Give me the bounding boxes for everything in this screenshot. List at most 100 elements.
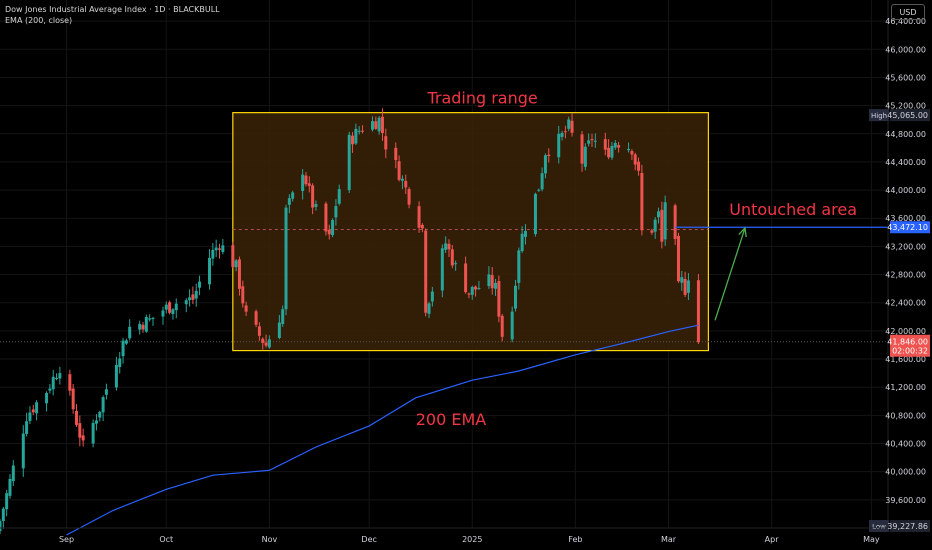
candle-body: [424, 230, 428, 313]
arrow-head: [738, 226, 747, 238]
candle-body: [214, 247, 218, 251]
candle-body: [124, 340, 128, 344]
candle-body: [171, 309, 175, 315]
y-tick-label: 40,400.00: [885, 440, 926, 449]
candle-body: [234, 260, 238, 268]
y-tick-label: 42,000.00: [885, 327, 926, 336]
candle-body: [28, 412, 32, 421]
candle-body: [254, 311, 258, 325]
candle-body: [307, 183, 311, 186]
last-price-value: 41,846.00: [887, 338, 928, 347]
candle-body: [660, 209, 664, 242]
candle-body: [8, 478, 12, 496]
candle-body: [397, 161, 401, 180]
candle-body: [68, 374, 72, 391]
candle-body: [94, 420, 98, 424]
candle-body: [281, 309, 285, 324]
candle-body: [540, 173, 544, 190]
candle-body: [567, 119, 571, 129]
y-tick-label: 42,800.00: [885, 271, 926, 280]
candle-body: [417, 206, 421, 228]
candle-body: [400, 178, 404, 181]
candle-body: [617, 145, 621, 148]
untouched-area-label: Untouched area: [729, 200, 857, 219]
candle-body: [264, 342, 268, 346]
candle-body: [347, 134, 351, 191]
candle-body: [45, 393, 49, 404]
candle-body: [261, 338, 265, 343]
candle-body: [427, 303, 431, 314]
candle-body: [51, 376, 55, 390]
candle-body: [686, 280, 690, 293]
candle-body: [311, 185, 315, 208]
candle-body: [291, 192, 295, 199]
candle-body: [487, 274, 491, 287]
candle-body: [537, 189, 541, 191]
high-price-value-bg: [890, 109, 930, 122]
y-tick-label: 44,800.00: [885, 130, 926, 139]
y-tick-label: 39,600.00: [885, 496, 926, 505]
x-tick-label: Nov: [262, 535, 278, 544]
candle-body: [114, 364, 118, 388]
candle-body: [221, 245, 225, 253]
candle-body: [151, 318, 155, 320]
high-price-tag-bg: [869, 109, 889, 122]
candle-body: [331, 220, 335, 236]
low-price-value-bg: [890, 520, 930, 533]
currency-button[interactable]: USD: [891, 4, 925, 20]
candle-body: [337, 189, 341, 204]
candle-body: [241, 286, 245, 304]
candle-body: [637, 161, 641, 171]
candle-body: [31, 409, 35, 413]
candle-body: [450, 249, 454, 266]
x-tick-label: May: [863, 535, 880, 544]
candle-body: [231, 245, 235, 268]
x-tick-label: Sep: [59, 535, 74, 544]
candle-body: [467, 293, 471, 295]
candle-body: [144, 316, 148, 332]
y-tick-label: 40,000.00: [885, 468, 926, 477]
indicator-label: EMA (200, close): [5, 16, 73, 25]
candle-body: [357, 130, 361, 132]
candle-body: [277, 322, 281, 338]
candle-body: [474, 286, 478, 290]
candle-body: [603, 139, 607, 150]
candle-body: [633, 154, 637, 165]
candle-body: [301, 174, 305, 192]
candle-body: [377, 117, 381, 132]
candle-body: [490, 275, 494, 289]
candle-body: [587, 140, 591, 144]
candle-body: [580, 134, 584, 164]
candle-body: [440, 248, 444, 291]
candle-body: [314, 204, 318, 207]
candle-body: [188, 297, 192, 301]
candle-body: [447, 243, 451, 250]
candle-body: [430, 291, 434, 302]
x-tick-label: Feb: [568, 535, 582, 544]
level-price-value-bg: [890, 221, 930, 234]
level-price-value: 43,472.10: [887, 223, 928, 232]
candle-body: [420, 224, 424, 229]
candle-body: [58, 373, 62, 379]
low-price-tag: Low: [872, 523, 886, 531]
trading-range-box: [232, 112, 710, 352]
candle-body: [680, 277, 684, 283]
ema-label: 200 EMA: [416, 410, 487, 429]
last-price-countdown: 02:00:32: [892, 347, 928, 356]
candle-body: [71, 388, 75, 410]
x-tick-label: Mar: [661, 535, 677, 544]
last-price-bg: [890, 334, 930, 357]
candle-body: [560, 132, 564, 137]
candle-body: [494, 282, 498, 289]
y-tick-label: 44,000.00: [885, 186, 926, 195]
candle-body: [361, 130, 365, 132]
candle-body: [138, 323, 142, 330]
candle-body: [184, 300, 188, 305]
candle-body: [267, 339, 271, 348]
candle-body: [444, 243, 448, 250]
candle-body: [514, 285, 518, 309]
candle-body: [610, 145, 614, 158]
candle-body: [218, 248, 222, 250]
candle-body: [657, 211, 661, 218]
